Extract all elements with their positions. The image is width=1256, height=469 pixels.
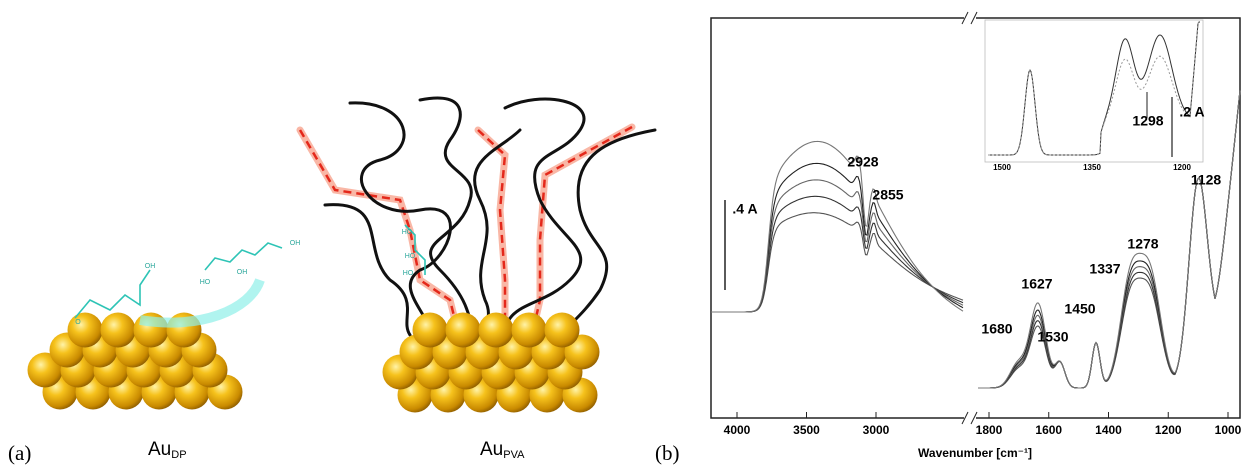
pva-glow [532,127,632,335]
peak-label: 1530 [1037,329,1068,345]
spectrum-low [978,91,1240,389]
spectrum-high [711,163,963,312]
gold-atom [68,313,103,348]
gold-atom [545,313,580,348]
inset-spectrum [988,22,1200,155]
peak-label: 1278 [1127,236,1158,252]
inset-frame [985,20,1203,162]
particle-name: Au [480,439,503,460]
spectrum-low [978,91,1240,389]
gold-atom [446,313,481,348]
inset-scale-label: .2 A [1179,104,1204,120]
spectrum-high [711,213,963,312]
gold-atom [479,313,514,348]
figure: OHOHOOHOHHOHOHO(a)AuDPAuPVA (b)Wavenumbe… [0,0,1256,469]
spectrum-low [978,91,1240,389]
axis-break-gap [964,10,976,426]
inset-tick-label: 1200 [1173,163,1191,172]
x-tick-label: 3000 [863,423,890,437]
adsorbed-molecule [75,270,150,318]
peak-label: 1627 [1021,276,1052,292]
x-axis-title: Wavenumber [cm⁻¹] [918,446,1032,460]
spectrum-low [978,91,1240,389]
peak-label: 1337 [1089,261,1120,277]
x-tick-label: 1600 [1035,423,1062,437]
inset-peak-label: 1298 [1132,113,1163,129]
peak-label: 2855 [872,187,903,203]
gold-atom [512,313,547,348]
peak-label: 2928 [847,154,878,170]
inset-spectrum [988,22,1200,155]
particle-label: AuPVA [480,439,525,461]
scale-label: .4 A [732,201,757,217]
panel-label: (b) [655,441,680,465]
peak-label: 1450 [1064,301,1095,317]
particle-label: AuDP [148,439,187,461]
panel-label: (a) [8,441,31,465]
atom-label: HO [405,253,416,260]
peak-label: 1128 [1191,172,1222,188]
product-molecule [205,243,282,270]
particle-subscript: DP [171,449,186,461]
atom-label: OH [290,240,301,247]
inset-tick-label: 1500 [993,163,1011,172]
spectrum-low [978,91,1240,389]
atom-label: HO [200,279,211,286]
atom-label: HO [403,270,414,277]
atom-label: OH [145,263,156,270]
page: {"panel_a": {"label": "(a)", "particles"… [0,0,1256,469]
polymer-chain [420,98,475,345]
panel-b: (b) Wavenumber [cm⁻¹] 4000 3500 3000 1800 1600… [655,10,1242,465]
x-tick-label: 1800 [976,423,1003,437]
x-tick-label: 1400 [1095,423,1122,437]
polymer-chain [325,205,410,335]
atom-label: OH [237,269,248,276]
x-tick-label: 3500 [793,423,820,437]
polymer-chain [350,103,450,345]
gold-atom [101,313,136,348]
atom-label: O [75,319,81,326]
x-tick-label: 4000 [724,423,751,437]
x-tick-label: 1200 [1155,423,1182,437]
peak-label: 1680 [981,321,1012,337]
x-tick-label: 1000 [1215,423,1242,437]
inset-tick-label: 1350 [1083,163,1101,172]
atom-label: HO [402,229,413,236]
gold-atom [413,313,448,348]
particle-subscript: PVA [503,449,525,461]
particle-name: Au [148,439,171,460]
spectrum-high [711,141,963,312]
spectrum-high [711,180,963,312]
